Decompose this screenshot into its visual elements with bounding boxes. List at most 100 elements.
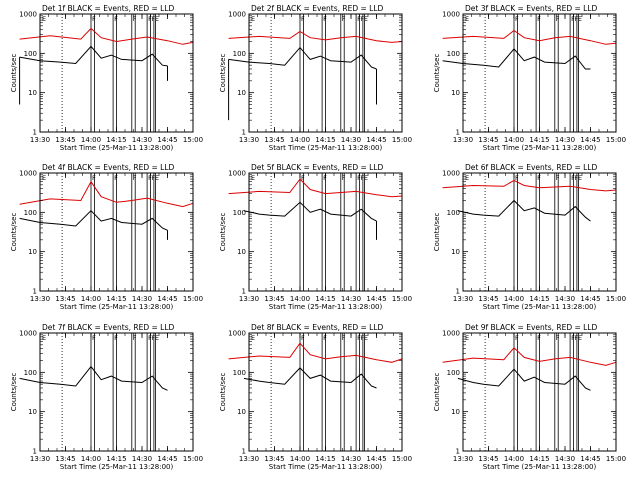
- lld-series-line: [19, 180, 194, 208]
- flag-label: E: [465, 15, 469, 23]
- lld-series-line: [228, 342, 403, 363]
- x-tick-label: 14:00: [81, 455, 101, 463]
- x-tick-label: 14:45: [580, 295, 600, 303]
- flag-label: E: [578, 174, 582, 182]
- y-tick-label: 100: [447, 50, 460, 58]
- flag-label: F: [342, 334, 346, 342]
- x-tick-label: 13:30: [453, 136, 473, 144]
- x-tick-label: 14:45: [366, 136, 386, 144]
- x-tick-label: 14:45: [157, 455, 177, 463]
- flag-label: E: [155, 15, 159, 23]
- flag-label: F: [342, 15, 346, 23]
- y-tick-label: 1000: [228, 170, 246, 178]
- x-tick-label: 14:15: [315, 136, 335, 144]
- panel-title: Det 7f BLACK = Events, RED = LLD: [42, 323, 175, 332]
- x-tick-label: 13:45: [478, 136, 498, 144]
- x-tick-label: 13:30: [30, 455, 50, 463]
- y-tick-label: 100: [24, 50, 37, 58]
- y-tick-label: 100: [24, 209, 37, 217]
- flag-label: E: [155, 334, 159, 342]
- x-tick-label: 14:00: [504, 295, 524, 303]
- detector-panel: Det 5f BLACK = Events, RED = LLD Counts/s…: [219, 163, 412, 311]
- y-tick-label: 1: [33, 288, 37, 296]
- x-tick-label: 14:30: [555, 295, 575, 303]
- panel-title: Det 1f BLACK = Events, RED = LLD: [42, 4, 175, 13]
- lld-series-line: [442, 29, 617, 45]
- x-tick-label: 15:00: [392, 295, 412, 303]
- x-tick-label: 15:00: [183, 136, 203, 144]
- flag-label: E: [578, 15, 582, 23]
- detector-panel: Det 3f BLACK = Events, RED = LLD Counts/s…: [433, 4, 626, 152]
- y-tick-label: 1: [456, 288, 460, 296]
- x-tick-label: 13:45: [55, 455, 75, 463]
- flag-label: E: [42, 174, 46, 182]
- flag-label: F: [342, 174, 346, 182]
- x-tick-label: 13:45: [55, 295, 75, 303]
- panel-title: Det 6f BLACK = Events, RED = LLD: [465, 163, 598, 172]
- x-tick-label: 14:15: [106, 295, 126, 303]
- y-tick-label: 1000: [19, 11, 37, 19]
- flag-label: E: [364, 334, 368, 342]
- x-tick-label: 13:45: [264, 455, 284, 463]
- x-tick-label: 14:30: [555, 455, 575, 463]
- panel-title: Det 4f BLACK = Events, RED = LLD: [42, 163, 175, 172]
- x-tick-label: 14:30: [341, 455, 361, 463]
- y-tick-label: 10: [237, 248, 246, 256]
- y-tick-label: 100: [233, 209, 246, 217]
- x-tick-label: 15:00: [183, 295, 203, 303]
- flag-label: E: [251, 174, 255, 182]
- flag-label: E: [364, 15, 368, 23]
- y-tick-label: 100: [447, 369, 460, 377]
- y-tick-label: 1000: [442, 11, 460, 19]
- events-series-line: [228, 46, 377, 70]
- x-tick-label: 14:45: [580, 136, 600, 144]
- y-tick-label: 1: [33, 448, 37, 456]
- y-tick-label: 1: [456, 129, 460, 137]
- events-series-line: [442, 48, 591, 70]
- events-series-line: [243, 367, 377, 389]
- x-axis-label: Start Time (25-Mar-11 13:28:00): [483, 463, 597, 471]
- lld-series-line: [228, 30, 403, 43]
- y-axis-label: Counts/sec: [433, 373, 441, 412]
- detector-panel: Det 6f BLACK = Events, RED = LLD Counts/s…: [433, 163, 626, 311]
- events-series-line: [457, 368, 591, 391]
- x-tick-label: 14:30: [132, 455, 152, 463]
- y-tick-label: 1000: [228, 11, 246, 19]
- panel-title: Det 8f BLACK = Events, RED = LLD: [251, 323, 384, 332]
- y-tick-label: 1000: [442, 330, 460, 338]
- flag-label: E: [465, 334, 469, 342]
- events-series-line: [457, 199, 591, 222]
- events-series-line: [19, 209, 168, 231]
- x-tick-label: 15:00: [392, 455, 412, 463]
- x-axis-label: Start Time (25-Mar-11 13:28:00): [60, 303, 174, 311]
- panel-title: Det 5f BLACK = Events, RED = LLD: [251, 163, 384, 172]
- x-tick-label: 13:45: [264, 136, 284, 144]
- x-axis-label: Start Time (25-Mar-11 13:28:00): [269, 303, 383, 311]
- detector-panel: Det 8f BLACK = Events, RED = LLD Counts/s…: [219, 323, 412, 471]
- events-series-line: [243, 201, 377, 222]
- x-tick-label: 15:00: [183, 455, 203, 463]
- flag-label: E: [578, 334, 582, 342]
- flag-label: E: [364, 174, 368, 182]
- y-axis-label: Counts/sec: [10, 373, 18, 412]
- detector-panel: Det 7f BLACK = Events, RED = LLD Counts/s…: [10, 323, 203, 471]
- x-tick-label: 14:15: [529, 136, 549, 144]
- events-series-line: [19, 365, 168, 391]
- x-tick-label: 13:30: [30, 136, 50, 144]
- x-tick-label: 14:30: [132, 136, 152, 144]
- y-tick-label: 1: [456, 448, 460, 456]
- x-tick-label: 14:00: [290, 136, 310, 144]
- x-tick-label: 14:30: [132, 295, 152, 303]
- y-axis-label: Counts/sec: [219, 213, 227, 252]
- y-tick-label: 1: [242, 129, 246, 137]
- x-tick-label: 15:00: [606, 136, 626, 144]
- flag-label: E: [42, 334, 46, 342]
- y-axis-label: Counts/sec: [10, 54, 18, 93]
- x-axis-label: Start Time (25-Mar-11 13:28:00): [483, 144, 597, 152]
- x-tick-label: 13:30: [239, 136, 259, 144]
- y-tick-label: 10: [451, 89, 460, 97]
- x-tick-label: 14:45: [580, 455, 600, 463]
- y-tick-label: 10: [237, 89, 246, 97]
- y-tick-label: 10: [237, 408, 246, 416]
